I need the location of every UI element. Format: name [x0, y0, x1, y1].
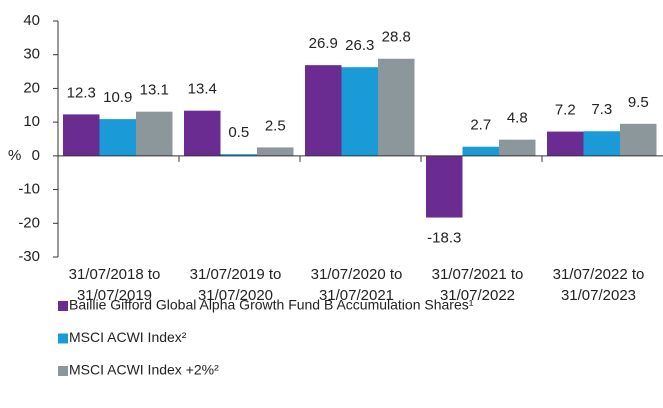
y-tick-label: 20 [23, 79, 40, 96]
x-tick-label: 31/07/2019 to [190, 266, 282, 283]
value-label: 13.4 [188, 81, 217, 98]
x-tick-label: 31/07/2022 [440, 287, 515, 304]
y-axis-label: % [8, 147, 21, 164]
value-label: 12.3 [67, 84, 96, 101]
bar [257, 147, 294, 156]
y-tick-label: 10 [23, 113, 40, 130]
x-tick-label: 31/07/2020 [198, 287, 273, 304]
x-tick-label: 31/07/2021 to [432, 266, 524, 283]
value-label: 7.3 [591, 101, 612, 118]
x-tick-label: 31/07/2023 [561, 287, 636, 304]
value-label: 0.5 [228, 124, 249, 141]
x-tick-label: 31/07/2022 to [553, 266, 645, 283]
y-tick-label: -10 [18, 181, 40, 198]
bar [378, 58, 415, 156]
value-label: 13.1 [140, 82, 169, 99]
value-label: 9.5 [628, 94, 649, 111]
value-label: -18.3 [427, 230, 461, 247]
value-label: 7.2 [555, 102, 576, 119]
bar [462, 146, 499, 156]
value-label: 26.9 [309, 35, 338, 52]
value-label: 2.7 [470, 117, 491, 134]
y-tick-label: -30 [18, 248, 40, 265]
bar [99, 119, 136, 156]
bar [305, 65, 342, 156]
bar [499, 139, 536, 156]
bar [63, 114, 100, 156]
legend-swatch [58, 301, 68, 311]
x-tick-label: 31/07/2020 to [311, 266, 403, 283]
x-tick-label: 31/07/2019 [77, 287, 152, 304]
bar [620, 123, 657, 156]
bar [426, 155, 463, 218]
y-tick-label: -20 [18, 214, 40, 231]
value-label: 10.9 [103, 89, 132, 106]
legend-label: MSCI ACWI Index² [69, 329, 187, 345]
legend-swatch [58, 333, 68, 344]
value-label: 2.5 [265, 117, 286, 134]
bar [220, 154, 257, 156]
x-tick-label: 31/07/2021 [319, 287, 394, 304]
x-tick-label: 31/07/2018 to [69, 266, 161, 283]
bar [547, 131, 584, 156]
bar [583, 131, 620, 156]
bar [136, 111, 173, 156]
value-label: 26.3 [345, 37, 374, 54]
bar [184, 110, 221, 156]
legend: Baillie Gifford Global Alpha Growth Fund… [58, 297, 474, 378]
value-label: 4.8 [507, 110, 528, 127]
bar [341, 67, 378, 156]
y-tick-label: 30 [23, 46, 40, 63]
value-label: 28.8 [382, 29, 411, 46]
legend-label: MSCI ACWI Index +2%² [69, 362, 219, 378]
legend-label: Baillie Gifford Global Alpha Growth Fund… [69, 297, 474, 313]
y-tick-label: 0 [32, 147, 40, 164]
legend-swatch [58, 366, 68, 376]
y-tick-label: 40 [23, 12, 40, 29]
